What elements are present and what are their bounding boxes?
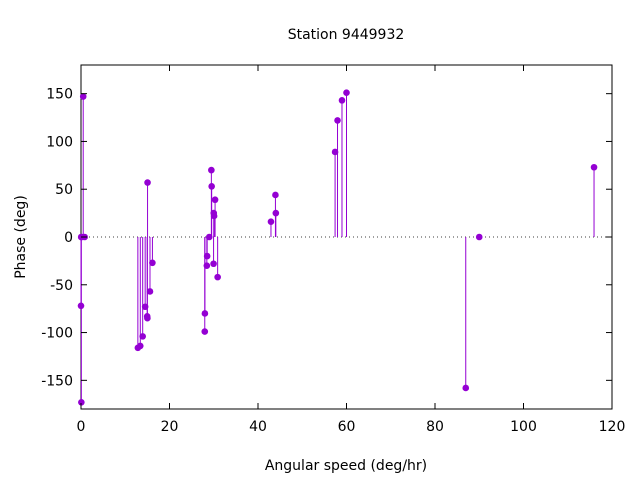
data-point [136, 342, 144, 350]
y-tick-label: 0 [64, 230, 73, 246]
x-tick-label: 40 [249, 419, 267, 435]
x-tick-label: 100 [510, 419, 537, 435]
data-point [214, 273, 221, 281]
x-axis-label: Angular speed (deg/hr) [265, 458, 427, 474]
data-point [205, 233, 213, 241]
data-point [462, 384, 470, 392]
y-tick-label: -100 [41, 326, 73, 342]
data-point [338, 97, 346, 104]
data-point [146, 288, 154, 295]
data-point [331, 148, 339, 156]
y-axis-label: Phase (deg) [13, 195, 29, 279]
tick-layer: 0 20 40 60 80 100 120 -150 -100 -50 0 50 100 150 [41, 65, 625, 435]
data-point [210, 260, 217, 268]
y-tick-label: -50 [50, 278, 73, 294]
impulse-layer [80, 92, 595, 403]
data-point [144, 179, 151, 186]
x-tick-label: 0 [77, 419, 86, 435]
x-tick-label: 80 [426, 419, 444, 435]
data-point [208, 183, 215, 190]
data-point [149, 259, 156, 267]
x-tick-label: 20 [161, 419, 179, 435]
data-point [77, 302, 85, 310]
data-point [211, 196, 219, 204]
data-point [139, 333, 146, 340]
y-tick-label: 100 [46, 134, 73, 150]
data-point [343, 89, 350, 97]
data-point [201, 328, 209, 335]
data-point [590, 163, 598, 171]
data-point [272, 209, 280, 217]
y-tick-label: 150 [46, 87, 73, 103]
data-point [141, 303, 149, 311]
data-point [208, 166, 215, 174]
x-tick-label: 120 [599, 419, 626, 435]
data-point [272, 191, 279, 199]
data-point [79, 93, 87, 100]
data-point [203, 262, 211, 269]
data-point [78, 399, 85, 406]
data-point [334, 117, 341, 124]
data-point [201, 310, 209, 317]
data-point [203, 252, 211, 260]
data-point [267, 218, 275, 226]
chart-title: Station 9449932 [288, 27, 405, 43]
y-tick-label: 50 [55, 182, 73, 198]
y-tick-label: -150 [41, 373, 73, 389]
x-tick-label: 60 [338, 419, 356, 435]
data-point [210, 212, 218, 220]
data-point [475, 233, 483, 241]
data-point [144, 314, 151, 322]
